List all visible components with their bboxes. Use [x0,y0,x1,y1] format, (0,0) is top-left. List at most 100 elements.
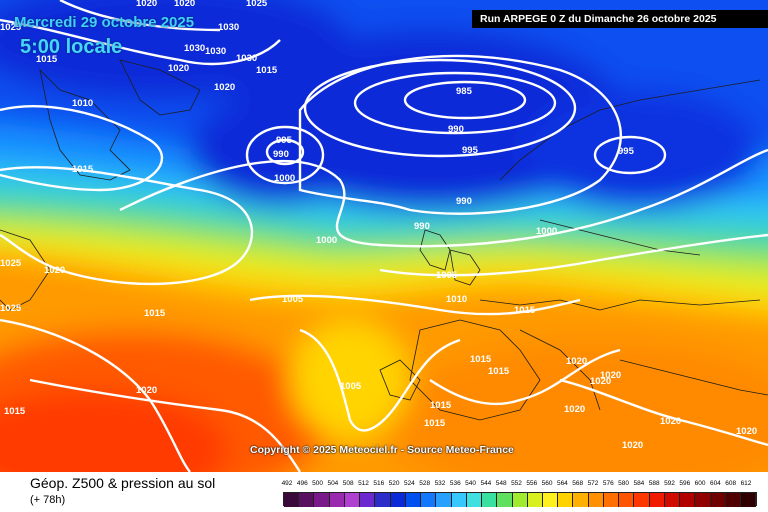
scale-value: 556 [526,480,538,487]
isobar-label: 1025 [0,22,22,33]
scale-value: 608 [725,480,737,487]
scale-swatch [634,493,650,507]
copyright-notice: Copyright © 2025 Meteociel.fr - Source M… [250,444,514,456]
isobar-label: 1020 [136,0,157,9]
isobar-label: 1020 [168,63,189,74]
scale-value: 596 [679,480,691,487]
scale-value: 504 [327,480,339,487]
scale-value: 516 [373,480,385,487]
isobar-label: 1015 [256,65,278,76]
scale-value: 564 [556,480,568,487]
weather-map: 985 990 995 990 995 990 995 1000 1000 99… [0,0,768,472]
scale-swatch [482,493,498,507]
isobar-label: 1020 [566,356,587,367]
isobars [0,0,768,472]
coastlines [0,59,768,421]
isobar-label: 1005 [282,294,304,305]
scale-value: 572 [587,480,599,487]
isobar-label: 1000 [274,173,295,184]
scale-value: 604 [709,480,721,487]
scale-swatch [375,493,391,507]
scale-swatch [436,493,452,507]
scale-swatch [680,493,696,507]
isobar-label: 1020 [736,426,757,437]
isobar-label: 1020 [660,416,681,427]
scale-swatch [329,493,345,507]
scale-swatch [695,493,711,507]
scale-value: 544 [480,480,492,487]
isobar-label: 1020 [590,376,611,387]
legend-panel: Géop. Z500 & pression au sol (+ 78h) 492… [0,472,768,512]
scale-swatch [588,493,604,507]
scale-swatch [314,493,330,507]
isobar-label: 1010 [72,98,93,109]
isobar-label: 1020 [600,370,621,381]
isobar-label: 1015 [488,366,510,377]
scale-value: 540 [465,480,477,487]
scale-value: 576 [602,480,614,487]
isobar-label: 1020 [174,0,195,9]
isobar-label: 1025 [0,303,22,314]
isobar-label: 1015 [72,164,94,175]
scale-swatch [405,493,422,507]
isobar-label: 1010 [446,294,467,305]
scale-swatch [619,493,635,507]
scale-value: 548 [495,480,507,487]
geopotential-shading [0,0,768,472]
scale-value: 528 [419,480,431,487]
isobar-label: 995 [618,146,635,157]
legend-title: Géop. Z500 & pression au sol [30,475,216,491]
isobar-label: 1020 [564,404,585,415]
scale-swatch [344,493,361,507]
scale-swatch [512,493,528,507]
scale-swatch [542,493,559,507]
scale-swatch [741,493,757,507]
z500-field: 985 990 995 990 995 990 995 1000 1000 99… [0,0,768,472]
color-scale-bar [283,492,758,507]
scale-swatch [451,493,467,507]
isobar-label: 1005 [340,381,362,392]
isobar-label: 1000 [536,226,557,237]
isobar-label: 1030 [184,43,205,54]
isobar-label: 990 [456,196,472,207]
scale-swatch [664,493,681,507]
scale-swatch [527,493,543,507]
scale-swatch [390,493,406,507]
isobar-label: 1030 [218,22,239,33]
isobar-label: 985 [456,86,473,97]
isobar-label: 1015 [470,354,492,365]
isobar-label: 1015 [430,400,452,411]
isobar-label: 1020 [136,385,157,396]
scale-value: 496 [296,480,308,487]
scale-swatch [558,493,574,507]
forecast-time: 5:00 locale [20,36,123,58]
isobar-label: 1020 [44,265,65,276]
scale-swatch [573,493,589,507]
scale-swatch [649,493,665,507]
scale-value: 580 [618,480,630,487]
isobar-label: 990 [273,149,289,160]
isobar-label: 990 [414,221,430,232]
scale-value: 508 [342,480,354,487]
scale-value: 568 [572,480,584,487]
scale-swatch [710,493,726,507]
scale-value: 492 [281,480,293,487]
forecast-date: Mercredi 29 octobre 2025 [14,14,195,31]
legend-subtitle: (+ 78h) [30,494,66,506]
scale-value: 524 [403,480,415,487]
scale-value: 500 [312,480,324,487]
isobar-label: 1015 [36,54,58,65]
isobar-label: 1020 [622,440,643,451]
scale-swatch [497,493,513,507]
scale-swatch [360,493,376,507]
isobar-label: 995 [462,145,479,156]
scale-swatch [299,493,315,507]
scale-value: 552 [511,480,522,487]
scale-value: 536 [449,480,461,487]
isobar-label: 990 [448,124,464,135]
scale-value: 532 [434,480,446,487]
isobar-label: 1000 [316,235,337,246]
scale-value: 600 [694,480,706,487]
scale-swatch [421,493,437,507]
scale-swatch [725,493,742,507]
